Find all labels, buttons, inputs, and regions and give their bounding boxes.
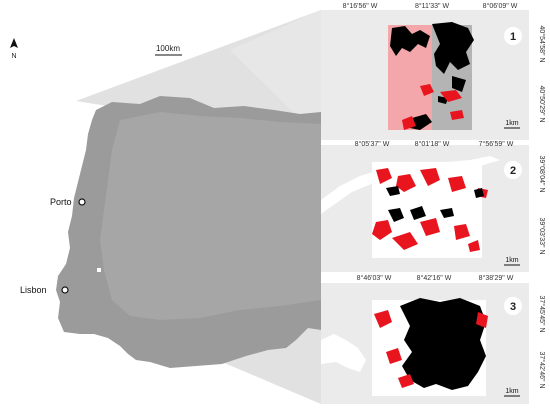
panel-3-number: 3	[510, 301, 516, 313]
north-label: N	[11, 53, 16, 60]
panel-3-badge	[504, 297, 522, 315]
city-lisbon-label: Lisbon	[20, 285, 47, 295]
panel-2-scale-label: 1km	[505, 257, 518, 264]
panel-1-badge	[504, 27, 522, 45]
p3-top-coord-2: 8°42'16" W	[417, 274, 452, 282]
p2-top-coord-2: 8°01'18" W	[415, 140, 450, 148]
p2-top-coord-3: 7°56'59" W	[479, 140, 514, 148]
p2-right-coord-1: 39°08'04" N	[538, 156, 546, 193]
p1-right-coord-2: 40°50'29" N	[538, 86, 546, 123]
p3-right-coord-1: 37°45'45" N	[538, 296, 546, 333]
city-porto-marker	[78, 198, 86, 206]
p3-top-coord-1: 8°46'03" W	[357, 274, 392, 282]
panel-3-burned-red	[374, 310, 488, 388]
cities: Porto Lisbon	[20, 197, 101, 295]
panel-1-burned-black	[390, 22, 474, 130]
p1-top-coord-1: 8°16'56" W	[343, 2, 378, 10]
panel-2-burned-red	[372, 168, 488, 252]
panel-2-number: 2	[510, 165, 516, 177]
p1-right-coord-1: 40°54'58" N	[538, 26, 546, 63]
panel-3-scale-label: 1km	[505, 388, 518, 395]
panel-3-coast	[321, 334, 366, 372]
north-arrow-icon	[10, 38, 18, 48]
panel-3: 3 1km	[321, 297, 522, 397]
p3-top-coord-3: 8°38'29" W	[479, 274, 514, 282]
p3-right-coord-2: 37°42'46" N	[538, 352, 546, 389]
wedge-1b	[230, 10, 321, 140]
p1-top-coord-3: 8°06'09" W	[483, 2, 518, 10]
panel-2-burned-black	[386, 186, 484, 222]
panel-1-scale-label: 1km	[505, 120, 518, 127]
panel-3-burned-black	[400, 298, 486, 390]
panel-2: 2 1km	[321, 156, 522, 266]
land-detail	[100, 112, 321, 320]
iberia-landmass	[56, 96, 321, 368]
city-lisbon-marker	[61, 286, 69, 294]
site-2-marker	[97, 268, 101, 272]
north-arrow: N	[10, 38, 18, 60]
p2-top-coord-1: 8°05'37" W	[355, 140, 390, 148]
panel-1-number: 1	[510, 31, 516, 43]
panel-coordinates: 8°16'56" W 8°11'33" W 8°06'09" W 40°54'5…	[343, 2, 546, 388]
p1-top-coord-2: 8°11'33" W	[415, 2, 450, 10]
map-scale-bar: 100km	[155, 44, 182, 56]
panel-2-badge	[504, 161, 522, 179]
panel-1-burned-red	[402, 84, 464, 130]
map-scale-label: 100km	[156, 44, 180, 53]
city-porto-label: Porto	[50, 197, 72, 207]
panel-1: 1 1km	[388, 22, 522, 130]
p2-right-coord-2: 39°03'33" N	[538, 218, 546, 255]
